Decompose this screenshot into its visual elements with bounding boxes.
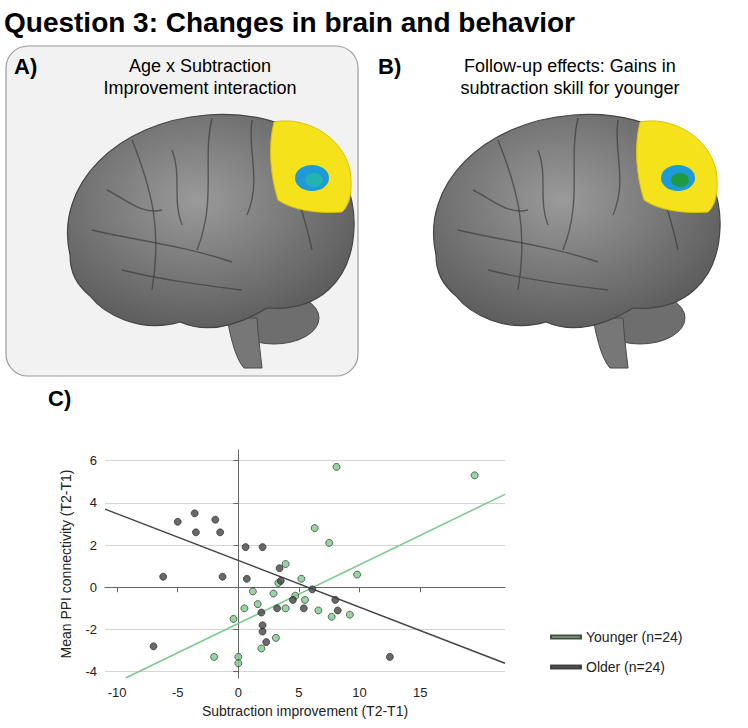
- svg-text:Mean PPI connectivity (T2-T1): Mean PPI connectivity (T2-T1): [58, 469, 74, 658]
- svg-text:-2: -2: [85, 622, 97, 637]
- svg-text:0: 0: [90, 580, 97, 595]
- svg-text:Age x Subtraction: Age x Subtraction: [129, 56, 271, 76]
- svg-text:2: 2: [90, 538, 97, 553]
- svg-text:B): B): [378, 54, 401, 79]
- svg-text:-4: -4: [85, 664, 97, 679]
- svg-text:10: 10: [352, 685, 366, 700]
- svg-text:Improvement interaction: Improvement interaction: [103, 78, 296, 98]
- svg-text:Question 3: Changes in brain a: Question 3: Changes in brain and behavio…: [4, 7, 575, 38]
- svg-text:Follow-up effects: Gains in: Follow-up effects: Gains in: [464, 56, 676, 76]
- svg-text:Younger (n=24): Younger (n=24): [586, 629, 682, 645]
- svg-text:0: 0: [235, 685, 242, 700]
- svg-text:4: 4: [90, 495, 97, 510]
- svg-text:-5: -5: [172, 685, 184, 700]
- svg-text:A): A): [14, 54, 37, 79]
- svg-text:Subtraction improvement (T2-T1: Subtraction improvement (T2-T1): [202, 703, 408, 719]
- svg-text:15: 15: [413, 685, 427, 700]
- svg-text:C): C): [48, 386, 71, 411]
- svg-text:subtraction skill for younger: subtraction skill for younger: [460, 78, 679, 98]
- svg-text:Older (n=24): Older (n=24): [586, 659, 665, 675]
- svg-text:5: 5: [295, 685, 302, 700]
- svg-text:6: 6: [90, 453, 97, 468]
- svg-text:-10: -10: [108, 685, 127, 700]
